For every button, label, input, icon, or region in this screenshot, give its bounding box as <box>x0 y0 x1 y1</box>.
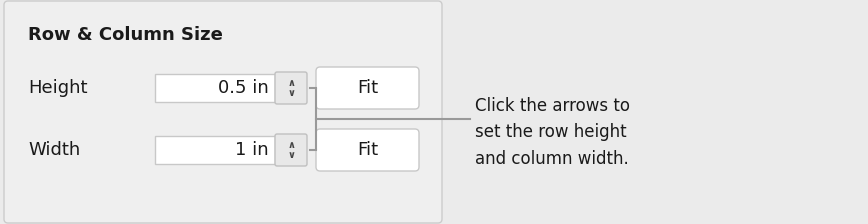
FancyBboxPatch shape <box>4 1 442 223</box>
Text: 0.5 in: 0.5 in <box>218 79 269 97</box>
FancyBboxPatch shape <box>275 72 307 104</box>
FancyBboxPatch shape <box>275 134 307 166</box>
FancyBboxPatch shape <box>155 136 275 164</box>
Text: Width: Width <box>28 141 80 159</box>
Text: Fit: Fit <box>357 141 378 159</box>
Text: Height: Height <box>28 79 88 97</box>
Text: Fit: Fit <box>357 79 378 97</box>
Text: ∧: ∧ <box>287 78 295 88</box>
Text: Click the arrows to
set the row height
and column width.: Click the arrows to set the row height a… <box>475 97 630 168</box>
Text: ∨: ∨ <box>287 88 295 99</box>
FancyBboxPatch shape <box>316 67 419 109</box>
FancyBboxPatch shape <box>155 74 275 102</box>
Text: Row & Column Size: Row & Column Size <box>28 26 223 44</box>
Text: ∨: ∨ <box>287 151 295 161</box>
Text: ∧: ∧ <box>287 140 295 151</box>
FancyBboxPatch shape <box>316 129 419 171</box>
Text: 1 in: 1 in <box>235 141 269 159</box>
